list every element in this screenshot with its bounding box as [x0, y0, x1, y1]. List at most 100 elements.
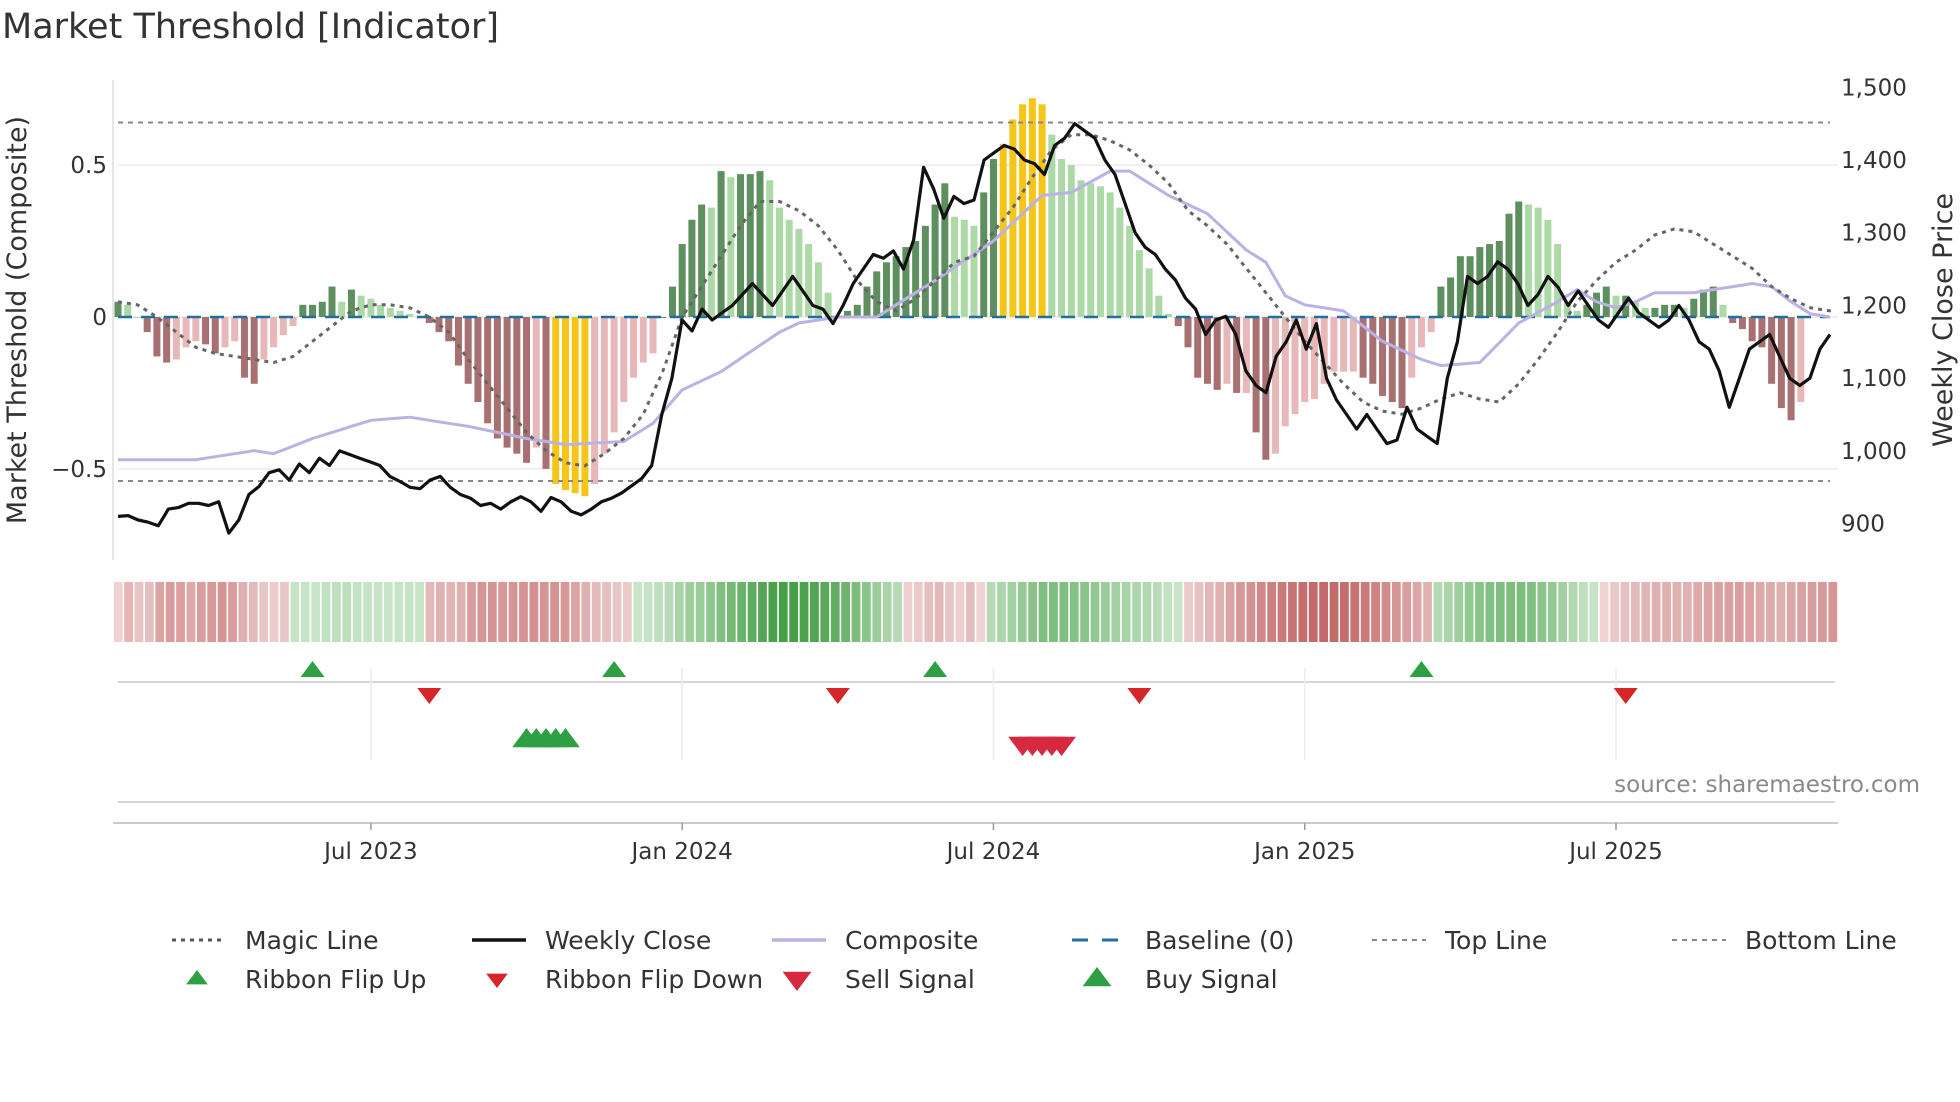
histogram-bar [1466, 256, 1474, 317]
histogram-bar [1524, 204, 1532, 317]
histogram-bar [1593, 292, 1601, 317]
ribbon-cell [1121, 582, 1131, 642]
ribbon-cell [352, 582, 362, 642]
ribbon-cell [1152, 582, 1162, 642]
signal-markers [118, 661, 1835, 803]
histogram-bar [240, 316, 248, 378]
histogram-bar [1379, 316, 1387, 396]
ribbon-cell [217, 582, 227, 642]
ribbon-cell [1589, 582, 1599, 642]
ribbon-cell [986, 582, 996, 642]
ribbon-cell [1766, 582, 1775, 642]
histogram-bar [425, 316, 433, 324]
histogram-bar [523, 316, 531, 463]
ribbon-cell [498, 582, 508, 642]
ribbon-cell [165, 582, 175, 642]
ribbon-cell [1620, 582, 1630, 642]
ribbon-cell [1173, 582, 1183, 642]
histogram-bar [1359, 316, 1367, 378]
histogram-bar [367, 298, 375, 317]
ribbon-flip-down-marker [417, 688, 442, 704]
ribbon-cell [1630, 582, 1640, 642]
ribbon-cell [1059, 582, 1069, 642]
ribbon-cell [1693, 582, 1703, 642]
x-axis: Jul 2023 Jan 2024 Jul 2024 Jan 2025 Jul 2025 [113, 822, 1838, 865]
ribbon-cell [934, 582, 944, 642]
gridlines [112, 80, 1838, 560]
histogram-bar [552, 316, 560, 485]
ribbon-cell [737, 582, 747, 642]
ribbon-cell [1194, 582, 1204, 642]
ribbon-cell [789, 582, 799, 642]
ribbon-cell [643, 582, 653, 642]
ribbon-cell [1319, 582, 1329, 642]
ribbon-cell [1485, 582, 1495, 642]
ribbon-cell [820, 582, 830, 642]
ribbon-cell [259, 582, 269, 642]
histogram-bar [746, 174, 754, 317]
ribbon-cell [747, 582, 757, 642]
histogram-bar [474, 316, 482, 403]
ribbon-cell [851, 582, 861, 642]
ribbon-flip-up-marker [300, 661, 325, 677]
histogram-bar [795, 228, 803, 317]
ribbon-cell [581, 582, 591, 642]
ribbon-cell [955, 582, 965, 642]
ribbon-flip-down-marker [1127, 688, 1152, 704]
histogram-bar [542, 316, 550, 469]
histogram-bar [1174, 316, 1182, 327]
ribbon-cell [1080, 582, 1090, 642]
ribbon-cell [1599, 582, 1609, 642]
ribbon-flip-up-marker [923, 661, 948, 677]
composite-histogram [114, 98, 1805, 497]
histogram-bar [1145, 268, 1153, 317]
histogram-bar [172, 316, 180, 360]
histogram-bar [202, 316, 210, 345]
ribbon-cell [1090, 582, 1100, 642]
ribbon-cell [1028, 582, 1038, 642]
ribbon-cell [415, 582, 424, 642]
legend-swatch [782, 971, 812, 991]
weekly-close-line [117, 121, 1832, 535]
ribbon-cell [1745, 582, 1755, 642]
ribbon-cell [477, 582, 487, 642]
histogram-bar [192, 316, 200, 342]
ribbon-cell [1111, 582, 1121, 642]
ribbon-cell [1277, 582, 1287, 642]
ribbon-cell [290, 582, 300, 642]
histogram-bar [610, 316, 618, 433]
histogram-bar [532, 316, 540, 448]
histogram-bar [406, 313, 414, 317]
ribbon-cell [238, 582, 248, 642]
histogram-bar [756, 171, 764, 317]
histogram-bar [1126, 225, 1134, 317]
ribbon-cell [1828, 582, 1838, 642]
ribbon-cell [508, 582, 518, 642]
ribbon-cell [841, 582, 851, 642]
histogram-bar [454, 316, 462, 366]
histogram-bar [775, 207, 783, 317]
legend-label: Bottom Line [1745, 926, 1897, 955]
histogram-bar [1544, 219, 1552, 317]
histogram-bar [1661, 304, 1669, 317]
histogram-bar [435, 316, 443, 333]
histogram-bar [1729, 316, 1737, 324]
ribbon-cell [1734, 582, 1744, 642]
ribbon-cell [654, 582, 663, 642]
ribbon-cell [1038, 582, 1048, 642]
ribbon-cell [706, 582, 715, 642]
ribbon-cell [550, 582, 560, 642]
ribbon-cell [1267, 582, 1277, 642]
ribbon-cell [602, 582, 611, 642]
histogram-bar [1349, 316, 1357, 372]
ribbon-cell [529, 582, 539, 642]
histogram-bar [1748, 316, 1756, 342]
ribbon-cell [685, 582, 695, 642]
ribbon-cell [456, 582, 466, 642]
histogram-bar [338, 301, 346, 317]
histogram-bar [484, 316, 492, 424]
ribbon-cell [799, 582, 809, 642]
legend-label: Sell Signal [845, 965, 975, 994]
y-left-tick-label: 0 [92, 305, 107, 331]
histogram-bar [1690, 298, 1698, 317]
